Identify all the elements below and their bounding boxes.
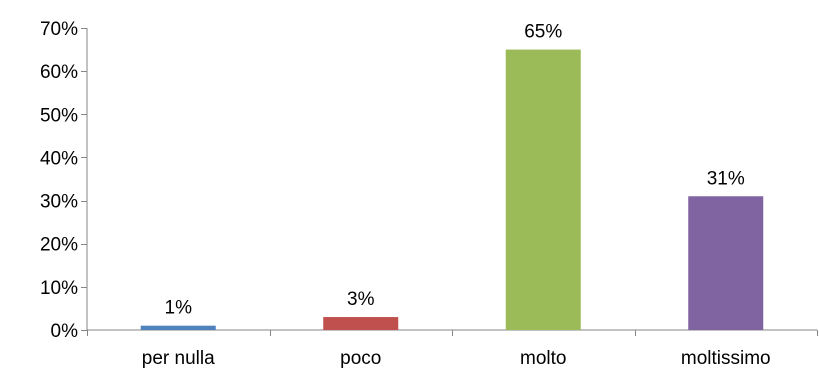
bar-molto [505, 49, 581, 330]
y-tick-label: 20% [40, 235, 78, 256]
bars [140, 49, 764, 330]
bar-moltissimo [688, 196, 764, 330]
y-tick-label: 30% [40, 192, 78, 213]
data-label: 3% [347, 289, 375, 310]
data-label: 31% [707, 168, 745, 189]
y-tick-label: 40% [40, 148, 78, 169]
y-tick-label: 10% [40, 278, 78, 299]
data-label: 65% [524, 22, 562, 43]
labels: 0% 10% 20% 30% 40% 50% 60% 70% 1% per nulla 3% poco… [40, 19, 771, 369]
category-label: poco [340, 348, 381, 369]
bar-poco [323, 317, 399, 330]
data-label: 1% [165, 298, 193, 319]
y-tick-label: 60% [40, 62, 78, 83]
y-tick-label: 0% [51, 321, 79, 342]
y-tick-label: 50% [40, 105, 78, 126]
y-tick-label: 70% [40, 19, 78, 40]
category-label: moltissimo [681, 348, 771, 369]
bar-per-nulla [140, 325, 216, 330]
category-label: per nulla [142, 348, 215, 369]
category-label: molto [520, 348, 566, 369]
